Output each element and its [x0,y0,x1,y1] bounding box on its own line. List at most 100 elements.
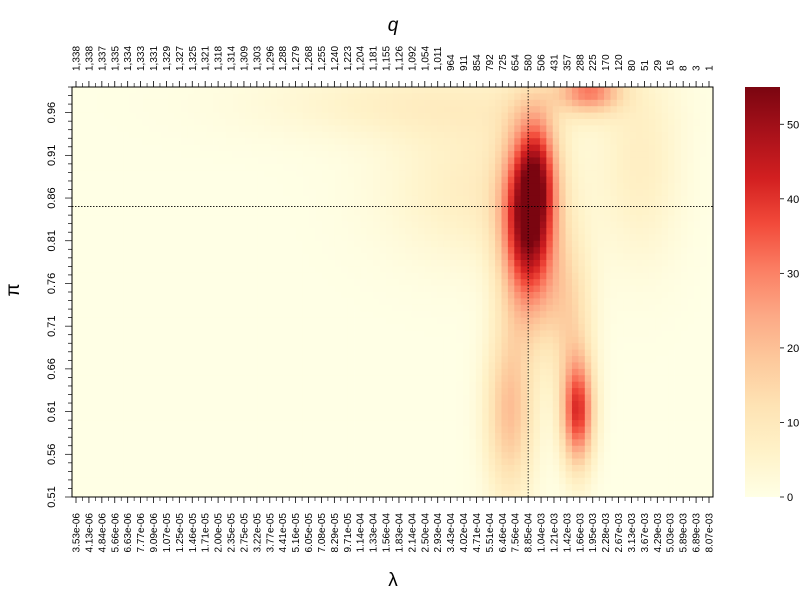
heatmap-cell [398,227,406,235]
heatmap-cell [482,343,490,351]
heatmap-cell [155,106,163,114]
heatmap-cell [616,125,624,133]
heatmap-cell [680,195,688,203]
heatmap-cell [110,195,118,203]
heatmap-cell [475,279,483,286]
heatmap-cell [411,240,419,248]
heatmap-cell [123,400,131,408]
heatmap-cell [623,221,631,229]
heatmap-cell [302,93,310,101]
heatmap-cell [674,151,682,158]
heatmap-cell [104,394,111,402]
heatmap-cell [527,106,534,114]
heatmap-cell [136,163,143,171]
heatmap-cell [155,202,163,210]
heatmap-cell [110,272,118,280]
heatmap-cell [405,375,413,383]
heatmap-cell [661,221,669,229]
heatmap-cell [392,144,400,152]
heatmap-cell [591,215,599,222]
heatmap-cell [225,394,233,402]
heatmap-cell [72,87,79,94]
heatmap-cell [456,336,464,344]
heatmap-cell [315,349,323,357]
heatmap-cell [321,240,329,248]
heatmap-cell [424,324,432,331]
heatmap-cell [680,247,688,254]
heatmap-cell [245,349,252,357]
heatmap-cell [636,131,643,139]
heatmap-cell [283,285,291,293]
heatmap-cell [693,151,701,158]
heatmap-cell [180,170,188,178]
heatmap-cell [206,170,214,178]
heatmap-cell [552,240,560,248]
heatmap-cell [174,215,182,222]
heatmap-cell [155,163,163,171]
heatmap-cell [604,215,611,222]
heatmap-cell [206,400,214,408]
heatmap-cell [475,253,483,261]
heatmap-cell [546,125,554,133]
heatmap-cell [302,170,310,178]
heatmap-cell [155,362,163,370]
heatmap-cell [693,324,701,331]
heatmap-cell [527,362,534,370]
heatmap-cell [443,93,451,101]
heatmap-cell [257,394,265,402]
heatmap-cell [373,324,381,331]
heatmap-cell [693,87,701,94]
heatmap-cell [72,151,79,158]
heatmap-cell [168,227,175,235]
heatmap-cell [155,343,163,351]
heatmap-cell [78,93,86,101]
heatmap-cell [661,195,669,203]
heatmap-cell [354,368,361,376]
heatmap-cell [206,259,214,267]
heatmap-cell [97,221,105,229]
heatmap-cell [700,157,707,165]
heatmap-cell [693,215,701,222]
heatmap-cell [629,99,637,107]
heatmap-cell [97,195,105,203]
heatmap-cell [610,183,618,190]
heatmap-cell [193,125,201,133]
heatmap-cell [97,176,105,184]
heatmap-cell [104,368,111,376]
heatmap-cell [110,144,118,152]
heatmap-cell [437,99,445,107]
heatmap-cell [687,368,695,376]
heatmap-cell [104,349,111,357]
heatmap-cell [507,176,515,184]
heatmap-cell [642,279,650,286]
heatmap-cell [591,234,599,242]
heatmap-cell [360,99,368,107]
heatmap-cell [309,87,316,94]
heatmap-cell [200,106,208,114]
heatmap-cell [392,131,400,139]
heatmap-cell [347,362,355,370]
heatmap-cell [456,183,464,190]
heatmap-cell [379,170,387,178]
heatmap-cell [264,272,272,280]
heatmap-cell [533,304,541,312]
heatmap-cell [341,266,349,274]
heatmap-cell [398,292,406,299]
heatmap-cell [469,144,477,152]
heatmap-cell [366,272,374,280]
heatmap-cell [520,388,528,395]
heatmap-cell [116,157,124,165]
heatmap-cell [283,259,291,267]
heatmap-cell [104,125,111,133]
heatmap-cell [270,298,278,306]
heatmap-cell [450,336,457,344]
heatmap-cell [296,189,304,197]
heatmap-cell [296,272,304,280]
heatmap-cell [341,298,349,306]
heatmap-cell [116,138,124,146]
heatmap-cell [520,195,528,203]
heatmap-cell [424,317,432,325]
heatmap-cell [495,259,502,267]
heatmap-cell [219,87,227,94]
heatmap-cell [623,138,631,146]
